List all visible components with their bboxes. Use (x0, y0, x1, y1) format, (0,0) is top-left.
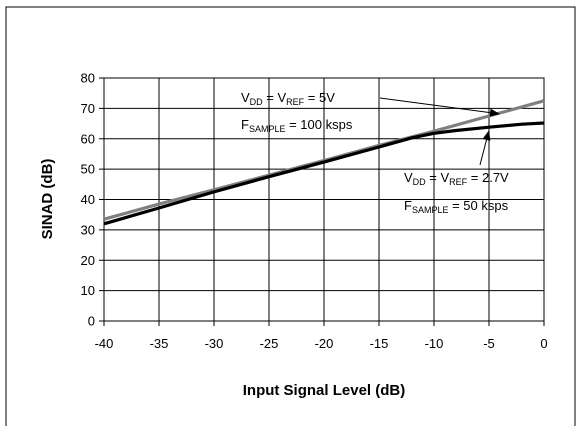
x-tick-label: -40 (95, 336, 114, 351)
y-tick-label: 80 (81, 71, 95, 86)
x-tick-label: -35 (150, 336, 169, 351)
x-tick-label: -5 (483, 336, 495, 351)
x-tick-label: -20 (315, 336, 334, 351)
axis-ticks: -40 -35 -30 -25 -20 -15 -10 -5 0 0 10 20 30 40 50 60 70 8… (81, 71, 548, 352)
annotation-2-line1: VDD = VREF = 2.7V (404, 170, 509, 187)
x-tick-label: -30 (205, 336, 224, 351)
y-tick-label: 40 (81, 192, 95, 207)
annotation-2-line2: FSAMPLE = 50 ksps (404, 198, 509, 215)
annotation-1-line1: VDD = VREF = 5V (241, 90, 335, 107)
y-tick-label: 20 (81, 253, 95, 268)
annotations: VDD = VREF = 5V FSAMPLE = 100 ksps VDD =… (241, 90, 509, 215)
y-tick-label: 30 (81, 222, 95, 237)
grid-lines (104, 78, 544, 321)
annotation-1-arrowhead (489, 108, 500, 117)
x-tick-label: -15 (370, 336, 389, 351)
chart-border (5, 6, 576, 426)
x-tick-label: -10 (425, 336, 444, 351)
y-tick-label: 0 (88, 314, 95, 329)
annotation-1-arrow (379, 97, 491, 114)
x-tick-label: -25 (260, 336, 279, 351)
y-tick-label: 10 (81, 283, 95, 298)
annotation-2-arrow (479, 139, 487, 166)
y-tick-label: 70 (81, 101, 95, 116)
x-axis-label: Input Signal Level (dB) (243, 382, 406, 399)
annotation-1-line2: FSAMPLE = 100 ksps (241, 117, 353, 134)
series-line-2 (103, 121, 545, 226)
x-tick-label: 0 (540, 336, 547, 351)
series-group (103, 99, 545, 226)
annotation-2-arrowhead (482, 130, 491, 141)
y-axis-label: SINAD (dB) (39, 159, 56, 240)
y-tick-label: 50 (81, 162, 95, 177)
y-tick-label: 60 (81, 131, 95, 146)
